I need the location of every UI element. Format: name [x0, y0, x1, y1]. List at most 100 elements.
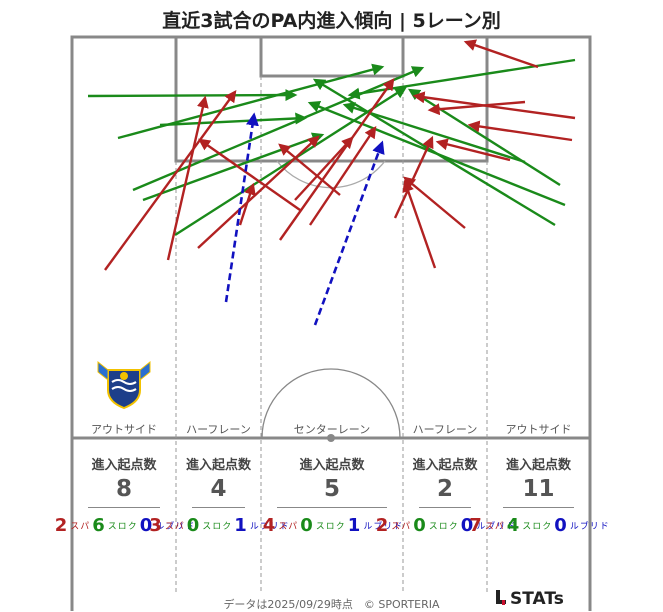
cross-arrow — [117, 63, 385, 140]
cross-arrow — [342, 102, 526, 164]
lane-label-center: センターレーン — [293, 423, 371, 436]
dribble-arrow — [313, 140, 385, 326]
cross-label: クロス — [313, 521, 344, 530]
breakdown-cross: 0 クロス — [413, 515, 457, 537]
pass-arrow — [198, 138, 301, 211]
center-spot — [327, 434, 335, 442]
breakdown-pass: 7 パス — [469, 515, 503, 537]
dribble-count: 1 — [347, 515, 361, 536]
stat-total: 2 — [436, 476, 453, 502]
stat-divider — [503, 507, 574, 508]
dribble-count: 0 — [139, 515, 153, 536]
stat-breakdown: 4 パス 0 クロス 1 ドリブル — [261, 515, 403, 537]
pass-count: 7 — [469, 515, 482, 536]
stat-divider — [419, 507, 471, 508]
stat-breakdown: 2 パス 6 クロス 0 ドリブル — [55, 515, 194, 537]
cross-arrow — [87, 89, 298, 102]
stat-header: 進入起点数 — [412, 458, 478, 473]
cross-arrow — [132, 66, 425, 192]
dribble-label: ドリブル — [567, 521, 608, 530]
breakdown-dribble: 0 ドリブル — [140, 515, 194, 537]
stats-logo-text: STATs — [510, 589, 564, 609]
lane-label-right-outside: アウトサイド — [505, 423, 572, 436]
breakdown-cross: 6 クロス — [92, 515, 136, 537]
cross-label: クロス — [426, 521, 457, 530]
breakdown-dribble: 0 ドリブル — [461, 515, 515, 537]
stat-divider — [192, 507, 245, 508]
dribble-count: 0 — [460, 515, 474, 536]
stat-header: 進入起点数 — [299, 458, 365, 473]
breakdown-dribble: 1 ドリブル — [234, 515, 288, 537]
dribble-count: 1 — [234, 515, 247, 536]
pass-arrow — [403, 176, 466, 229]
team-crest-icon — [97, 360, 151, 410]
pass-label: パス — [162, 521, 183, 530]
dribble-label: ドリブル — [153, 521, 194, 530]
cross-count: 0 — [186, 515, 200, 536]
pass-count: 2 — [375, 515, 389, 536]
cross-arrow — [159, 112, 308, 127]
pass-count: 4 — [262, 515, 276, 536]
lane-label-left-outside: アウトサイド — [91, 423, 157, 436]
cross-label: クロス — [520, 521, 551, 530]
lane-label-left-half: ハーフレーン — [186, 423, 251, 436]
footer-credit: データは2025/09/29時点 © SPORTERIA — [223, 598, 440, 611]
cross-count: 0 — [300, 515, 313, 536]
stat-header: 進入起点数 — [505, 458, 571, 473]
cross-count: 4 — [506, 515, 520, 536]
cross-count: 6 — [92, 515, 105, 536]
pass-label: パス — [482, 521, 503, 530]
dribble-label: ドリブル — [361, 521, 402, 530]
cross-arrow — [142, 132, 325, 202]
stat-breakdown: 3 パス 0 クロス 1 ドリブル — [149, 515, 288, 537]
pass-arrow — [402, 179, 437, 269]
stats-logo-icon — [496, 590, 506, 605]
pass-arrow — [238, 182, 256, 226]
stat-header: 進入起点数 — [91, 458, 157, 473]
breakdown-dribble: 1 ドリブル — [348, 515, 402, 537]
cross-label: クロス — [105, 521, 136, 530]
pass-label: パス — [389, 521, 410, 530]
pass-arrow — [104, 90, 237, 271]
lane-label-right-half: ハーフレーン — [412, 423, 478, 436]
stat-total: 5 — [323, 476, 340, 502]
stat-breakdown: 7 パス 4 クロス 0 ドリブル — [469, 515, 608, 537]
pass-arrow — [309, 126, 377, 226]
dribble-label: ドリブル — [474, 521, 515, 530]
pass-arrow — [294, 136, 354, 201]
pass-count: 3 — [149, 515, 162, 536]
stat-total: 8 — [115, 476, 132, 502]
pass-arrow — [467, 120, 573, 142]
pass-arrow — [278, 143, 341, 196]
pass-arrow — [412, 91, 576, 120]
cross-count: 0 — [413, 515, 426, 536]
breakdown-cross: 0 クロス — [187, 515, 231, 537]
stat-header: 進入起点数 — [185, 458, 251, 473]
breakdown-dribble: 0 ドリブル — [554, 515, 608, 537]
pass-label: パス — [276, 521, 297, 530]
cross-arrow — [307, 100, 566, 207]
dribble-arrow — [224, 112, 259, 303]
page-title: 直近3試合のPA内進入傾向 | 5レーン別 — [162, 10, 501, 32]
pass-arrow — [166, 95, 209, 261]
stats-logo: STATs — [496, 589, 564, 609]
stat-divider — [277, 507, 387, 508]
breakdown-pass: 2 パス — [55, 515, 89, 537]
stat-breakdown: 2 パス 0 クロス 0 ドリブル — [376, 515, 515, 537]
pass-count: 2 — [54, 515, 68, 536]
stat-total: 11 — [522, 476, 555, 502]
breakdown-pass: 4 パス — [263, 515, 297, 537]
penalty-arc — [276, 160, 386, 189]
lane-dividers — [175, 76, 488, 592]
entry-arrows — [87, 39, 576, 326]
stat-total: 4 — [210, 476, 227, 502]
pass-arrow — [435, 138, 511, 162]
dribble-count: 0 — [554, 515, 567, 536]
dribble-label: ドリブル — [247, 521, 288, 530]
breakdown-cross: 4 クロス — [507, 515, 551, 537]
breakdown-cross: 0 クロス — [300, 515, 344, 537]
pass-label: パス — [68, 521, 89, 530]
cross-label: クロス — [200, 521, 231, 530]
pass-arrow — [197, 135, 320, 249]
